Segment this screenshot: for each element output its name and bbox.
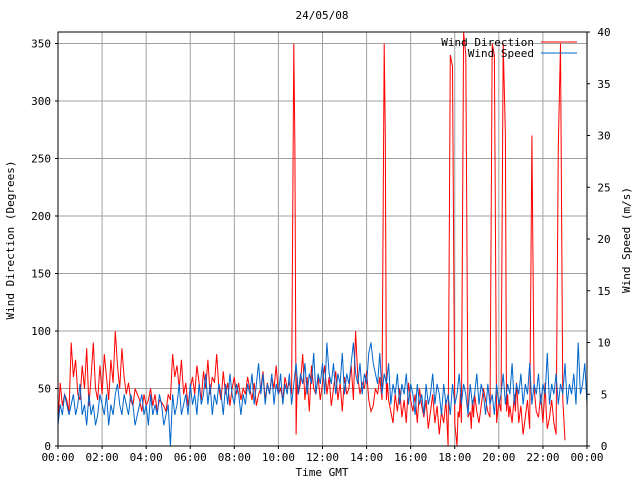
y-right-tick-label: 40 xyxy=(597,26,610,39)
x-tick-label: 16:00 xyxy=(394,451,427,464)
x-tick-label: 08:00 xyxy=(218,451,251,464)
y-right-tick-label: 0 xyxy=(601,440,608,453)
series-line-wind-direction xyxy=(57,31,566,447)
y-right-tick-label: 30 xyxy=(597,130,610,143)
y-left-tick-label: 200 xyxy=(31,210,51,223)
x-tick-label: 22:00 xyxy=(526,451,559,464)
x-tick-label: 00:00 xyxy=(41,451,74,464)
y-left-tick-label: 50 xyxy=(38,383,51,396)
chart-title: 24/05/08 xyxy=(296,9,349,22)
x-tick-label: 10:00 xyxy=(262,451,295,464)
x-axis-label: Time GMT xyxy=(296,466,349,479)
y-axis-right-label: Wind Speed (m/s) xyxy=(620,187,633,293)
x-tick-label: 14:00 xyxy=(350,451,383,464)
y-left-tick-label: 150 xyxy=(31,268,51,281)
y-right-tick-label: 20 xyxy=(597,233,610,246)
y-right-tick-label: 25 xyxy=(597,181,610,194)
x-tick-label: 12:00 xyxy=(306,451,339,464)
y-left-tick-label: 300 xyxy=(31,95,51,108)
y-right-tick-label: 35 xyxy=(597,78,610,91)
legend-label-wind-speed: Wind Speed xyxy=(468,47,534,60)
axis-ticks: 00:00 02:00 04:00 06:00 08:00 10:00 12:00 14:00… xyxy=(31,26,611,464)
series-line-wind-speed xyxy=(57,342,588,447)
y-left-tick-label: 100 xyxy=(31,325,51,338)
legend-label-wind-direction: Wind Direction xyxy=(441,36,534,49)
legend: Wind Direction Wind Speed xyxy=(441,36,577,60)
plot-frame xyxy=(57,31,588,447)
x-tick-label: 00:00 xyxy=(570,451,603,464)
y-right-tick-label: 5 xyxy=(601,388,608,401)
y-left-tick-label: 250 xyxy=(31,153,51,166)
y-right-tick-label: 15 xyxy=(597,285,610,298)
grid xyxy=(58,32,587,446)
x-tick-label: 20:00 xyxy=(482,451,515,464)
x-tick-label: 18:00 xyxy=(438,451,471,464)
y-left-tick-label: 0 xyxy=(44,440,51,453)
series-lines xyxy=(57,31,588,447)
y-left-tick-label: 350 xyxy=(31,38,51,51)
y-axis-left-label: Wind Direction (Degrees) xyxy=(4,161,17,320)
x-tick-label: 04:00 xyxy=(130,451,163,464)
x-tick-label: 06:00 xyxy=(174,451,207,464)
x-tick-label: 02:00 xyxy=(86,451,119,464)
y-right-tick-label: 10 xyxy=(597,337,610,350)
